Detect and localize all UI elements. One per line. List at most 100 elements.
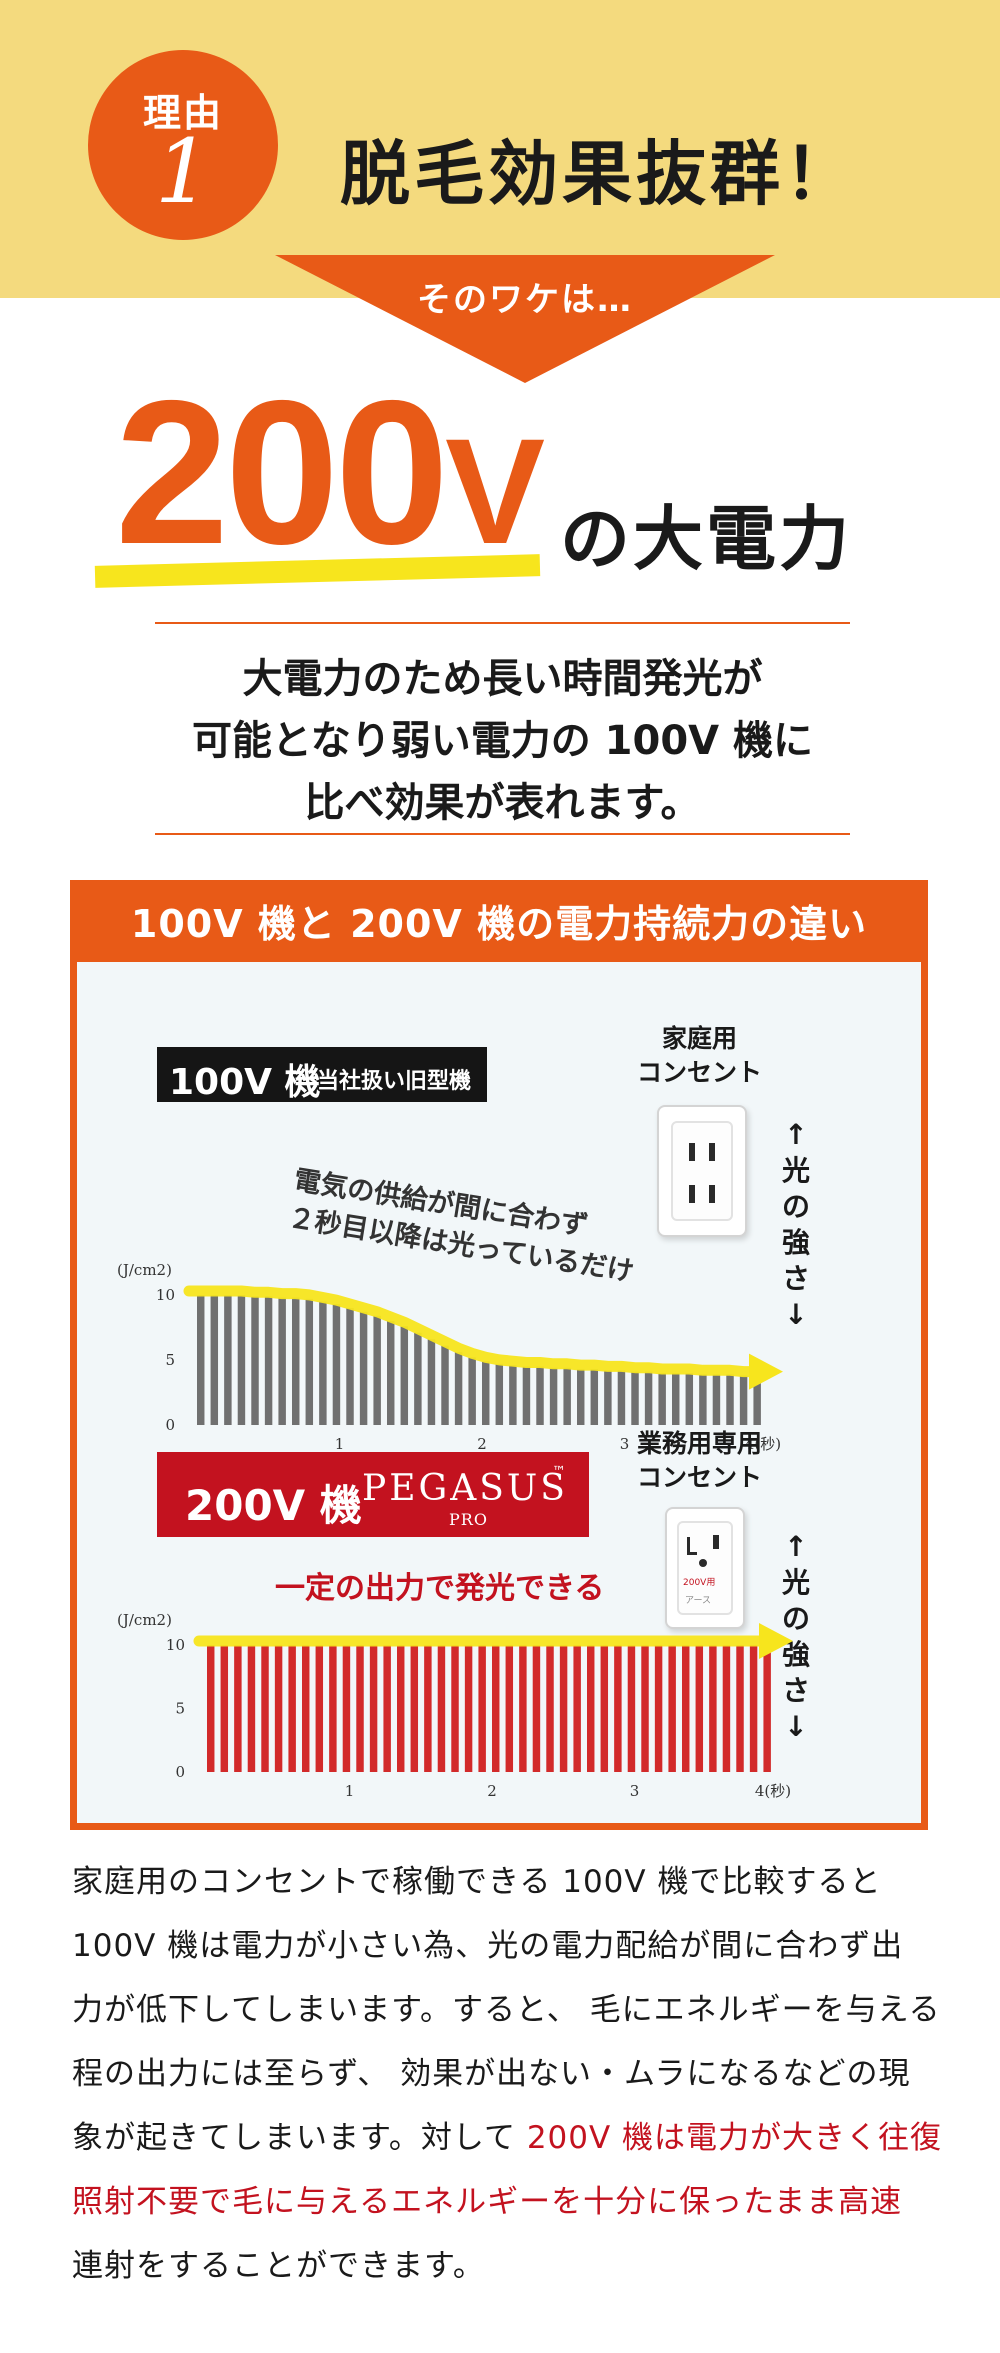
bar [590,1369,599,1425]
bar [410,1645,419,1772]
bar [641,1645,649,1772]
bar [329,1645,337,1772]
socket-ground: アース [685,1596,712,1606]
bar [387,1321,395,1425]
lead-line: 比べ効果が表れます。 [304,780,701,826]
label-100v-sub: 当社扱い旧型機 [317,1069,472,1094]
trademark: ™ [552,1464,566,1480]
socket-sticker: 200V用 [683,1578,716,1588]
x-tick-label: 1 [335,1435,345,1453]
lead-bottom-rule [155,833,850,835]
bar [573,1645,581,1772]
x-tick-label: 4(秒) [755,1782,791,1800]
y-tick-label: 0 [175,1763,185,1781]
bar [600,1645,609,1772]
label-200v-main: 200V 機 [185,1481,362,1530]
bar [668,1645,676,1772]
bar [546,1645,554,1772]
bar [709,1645,717,1772]
bar [509,1365,517,1425]
x-tick-label: 3 [620,1435,630,1453]
headline: 脱毛効果抜群！ [340,133,858,215]
bar [247,1645,256,1772]
bar [587,1645,595,1772]
bar [631,1371,639,1425]
bar [305,1298,314,1425]
socket-title-home: 家庭用 コンセント [637,1024,763,1087]
bar [441,1345,449,1425]
bar [549,1367,558,1425]
body-line: 100V 機は電力が小さい為、光の電力配給が間に合わず出 [72,1914,932,1978]
bar [332,1304,341,1425]
bar [519,1645,527,1772]
trend-arrowhead [759,1623,793,1659]
bar [464,1645,473,1772]
home-outlet-icon [657,1105,747,1237]
lead-line: 大電力のため長い時間発光が [242,656,763,702]
lead-text: 大電力のため長い時間発光が 可能となり弱い電力の 100V 機に 比べ効果が表れ… [155,648,850,834]
y-tick-label: 0 [165,1416,175,1434]
model-name: PRO [449,1510,488,1529]
bar [261,1645,269,1772]
bar [559,1645,568,1772]
body-line: 力が低下してしまいます。すると、 毛にエネルギーを与える [72,1978,940,2042]
bar [288,1645,296,1772]
body-text-span: 連射をすることができます。 [72,2248,485,2284]
bar [739,1375,748,1425]
bar [224,1295,232,1425]
bar [722,1645,731,1772]
hero-200v: 200V [115,370,545,575]
bar [682,1645,690,1772]
bar [699,1374,707,1425]
bar [400,1326,409,1425]
bar [234,1645,242,1772]
bar [726,1374,734,1425]
socket-title-business: 業務用専用 コンセント [637,1429,763,1492]
arrow-caption: そのワケは… [417,280,633,320]
x-tick-label: 2 [477,1435,487,1453]
label-100v-main: 100V 機 [169,1062,321,1103]
bar [397,1645,405,1772]
comparison-panel: 100V 機と 200V 機の電力持続力の違い 100V 機 当社扱い旧型機 家… [70,880,928,1830]
x-tick-label: 2 [487,1782,497,1800]
body-line: 程の出力には至らず、 効果が出ない・ムラになるなどの現 [72,2042,932,2106]
bar [749,1645,758,1772]
bar [536,1366,544,1425]
trend-line [183,1285,763,1378]
bar [383,1645,391,1772]
x-tick-label: 3 [630,1782,640,1800]
business-outlet-icon: 200V用 アース [665,1507,745,1629]
bar [220,1645,229,1772]
bar [278,1297,286,1425]
bar [495,1363,504,1425]
bar [685,1373,694,1425]
bar [342,1645,351,1772]
body-text-span: 程の出力には至らず、 効果が出ない・ムラになるなどの現 [72,2056,911,2092]
y-axis-label: (J/cm2) [117,1611,172,1629]
bar [736,1645,744,1772]
hero-unit: V [445,407,545,575]
chart-200v: (J/cm2) 0 5 10 1 2 3 4(秒) [117,1611,793,1800]
down-arrow-shape [275,255,775,383]
bar [763,1645,771,1772]
bar [437,1645,446,1772]
comparison-title: 100V 機と 200V 機の電力持続力の違い [77,887,921,962]
bar [237,1295,246,1425]
label-100v: 100V 機 当社扱い旧型機 [157,1047,487,1103]
lead-top-rule [155,622,850,624]
body-text-span: 100V 機は電力が小さい為、光の電力配給が間に合わず出 [72,1928,904,1964]
bar [359,1311,368,1425]
bar [672,1373,680,1425]
chart-100v: (J/cm2) 0 5 10 1 2 3 4(秒) [117,1261,783,1453]
lead-line: 可能となり弱い電力の 100V 機に [191,718,814,764]
strength-label-200v: ↑ 光 の 強 さ ↓ [781,1530,810,1743]
body-line: 家庭用のコンセントで稼働できる 100V 機で比較すると [72,1850,932,1914]
strength-label-100v: ↑ 光 の 強 さ ↓ [781,1118,810,1331]
bar [319,1301,327,1425]
bar [617,1370,626,1425]
bar [373,1315,381,1425]
bar [302,1645,310,1772]
bar [315,1645,324,1772]
y-tick-label: 10 [156,1286,175,1304]
bar [292,1297,300,1425]
